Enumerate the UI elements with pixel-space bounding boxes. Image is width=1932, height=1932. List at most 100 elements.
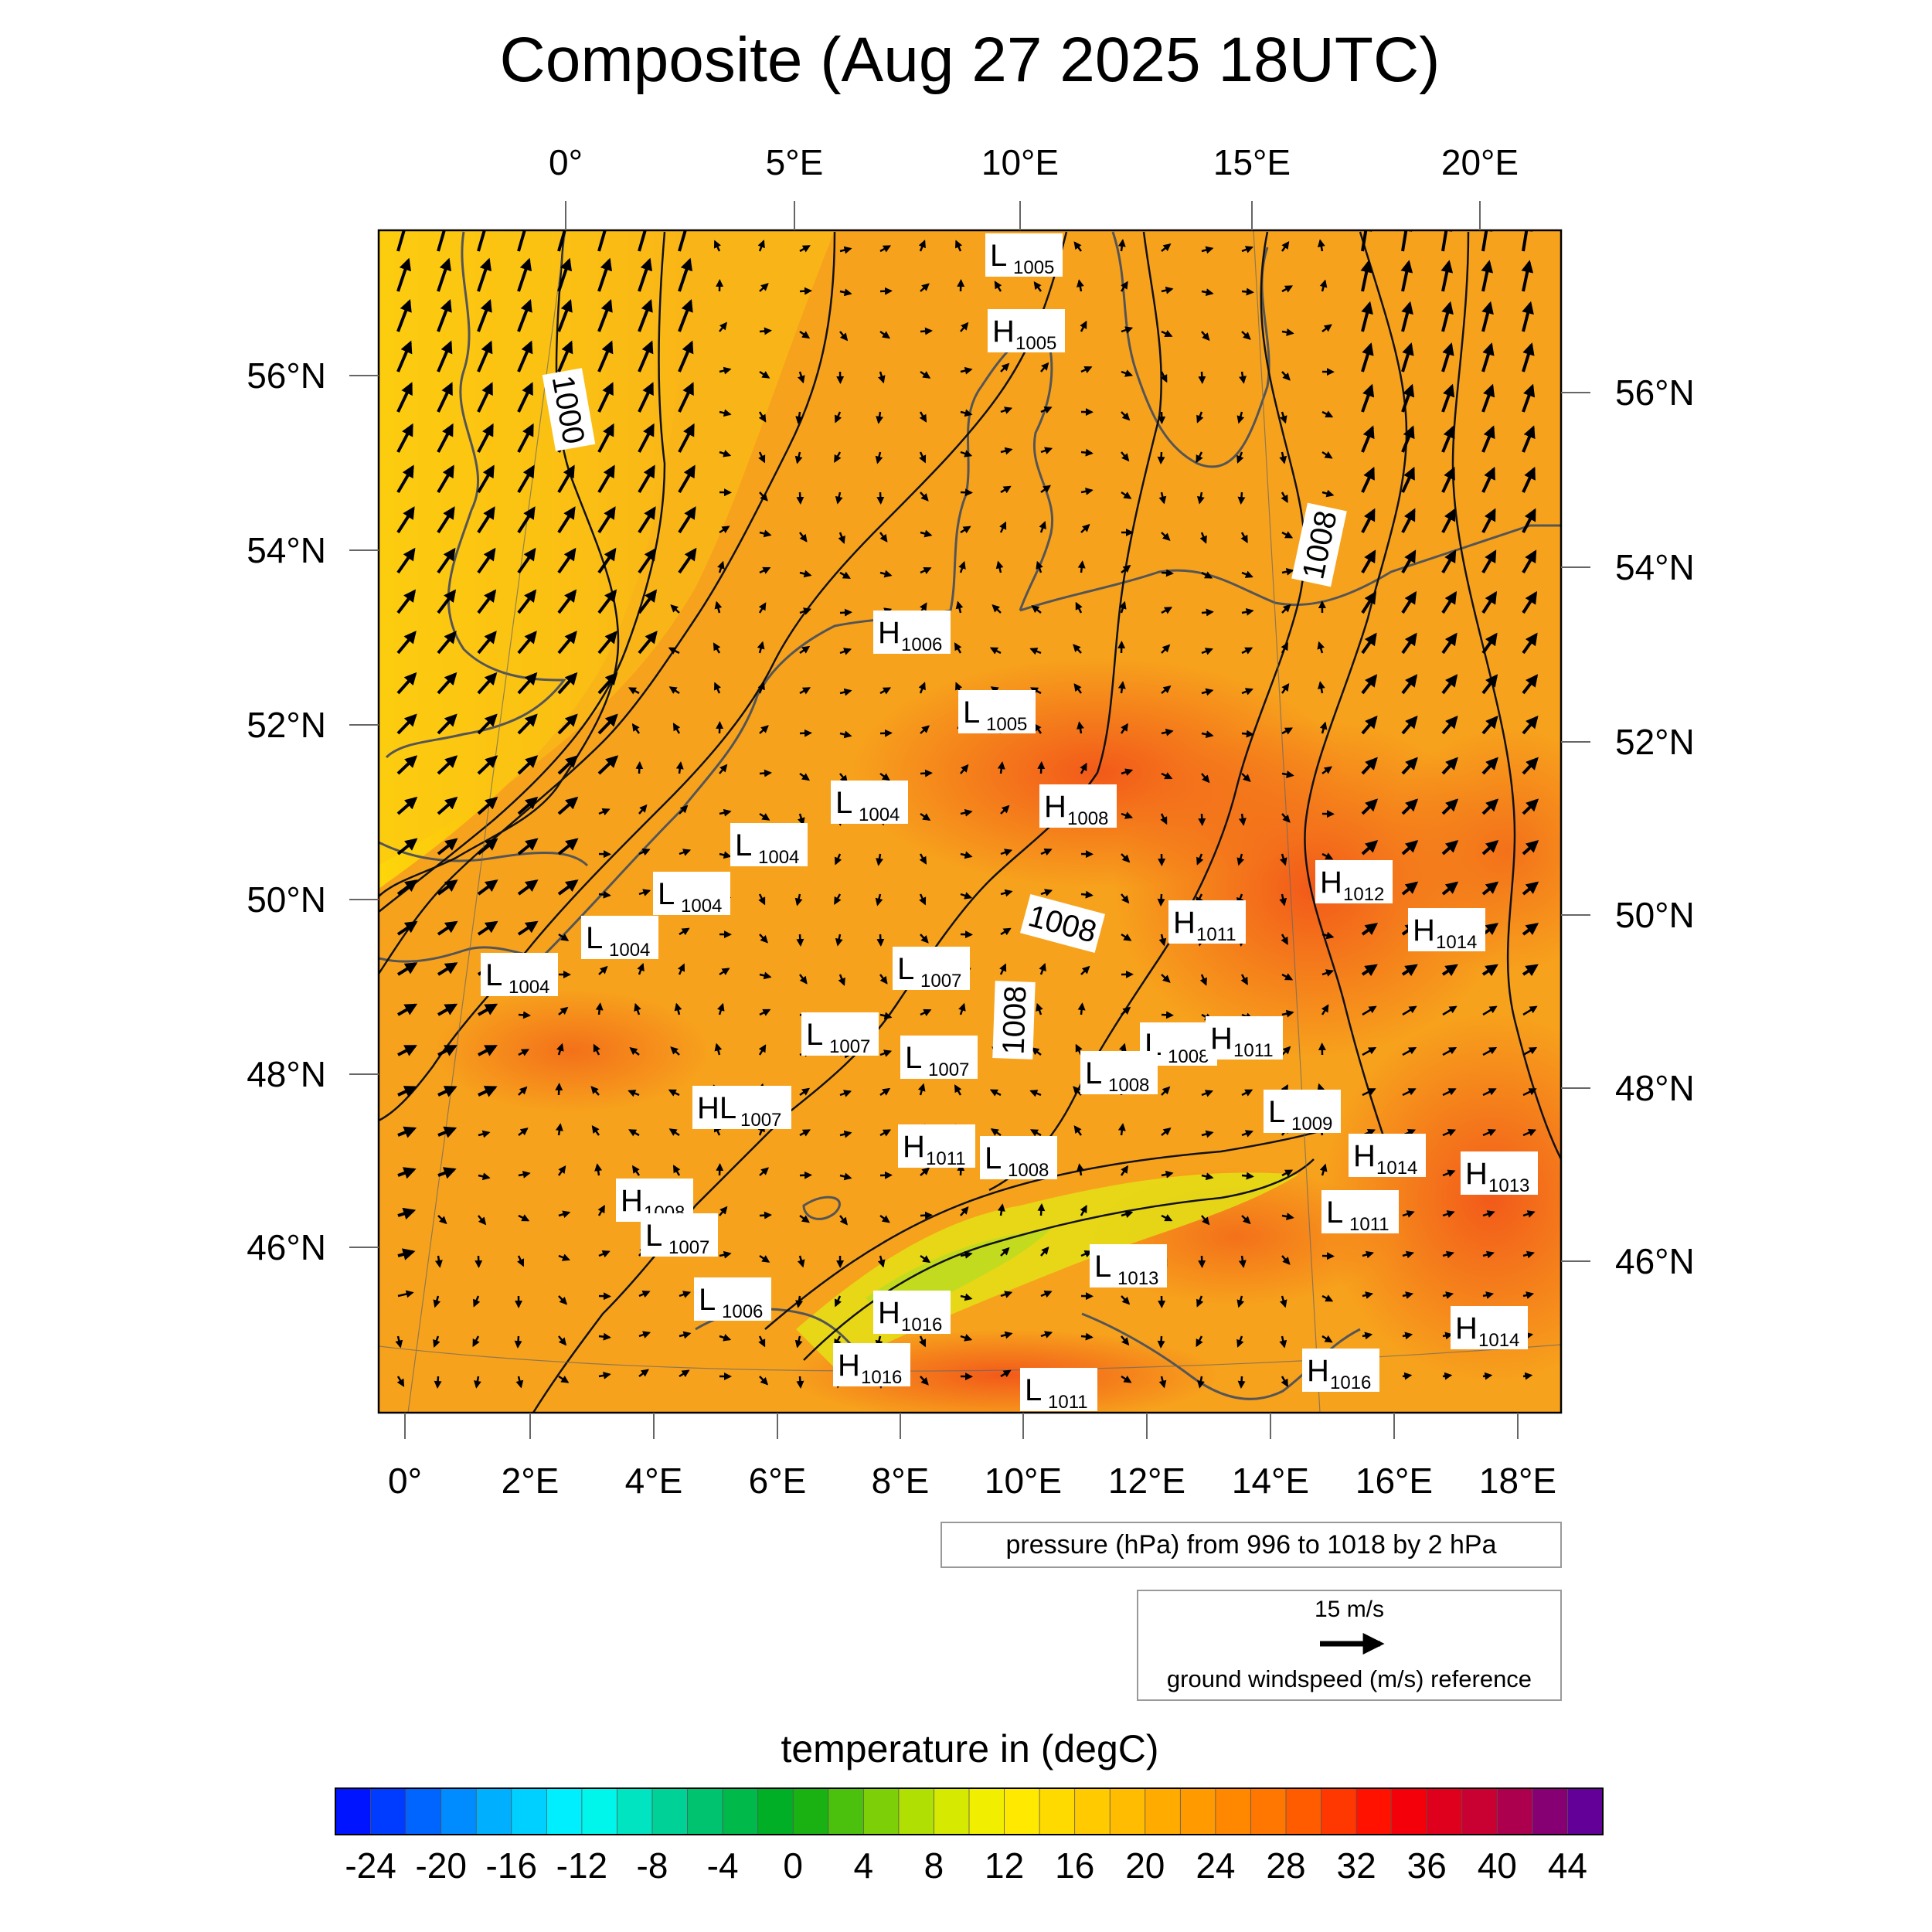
wind-arrow [638, 1369, 649, 1378]
wind-arrow [638, 889, 651, 896]
wind-arrow [1196, 1335, 1203, 1348]
wind-arrow [1401, 632, 1417, 655]
wind-arrow [1442, 1128, 1457, 1137]
wind-arrow [597, 631, 617, 655]
wind-arrow [396, 423, 413, 453]
wind-arrow [1036, 1002, 1043, 1015]
wind-arrow [799, 570, 812, 578]
wind-arrow [1361, 590, 1377, 614]
wind-arrow [679, 1331, 692, 1339]
wind-arrow [1117, 681, 1126, 694]
wind-arrow [1441, 342, 1454, 372]
wind-arrow [875, 451, 883, 464]
wind-arrow [920, 769, 933, 777]
pressure-center-value: 1009 [1291, 1114, 1332, 1134]
wind-arrow [1281, 371, 1291, 381]
wind-arrow [879, 1129, 892, 1137]
high-pressure-center: H 1011 [898, 1124, 975, 1169]
wind-arrow [557, 506, 576, 534]
wind-arrow [719, 1206, 728, 1216]
wind-vector-field [395, 230, 1539, 1389]
wind-arrow [397, 1167, 417, 1179]
wind-arrow [1161, 1086, 1171, 1096]
wind-arrow [1442, 1088, 1457, 1097]
wind-arrow [1401, 964, 1418, 977]
low-pressure-center: L 1009 [1264, 1090, 1341, 1134]
wind-arrow [518, 1086, 528, 1096]
pressure-center-letter: L [735, 828, 752, 862]
wind-arrow [1236, 853, 1245, 866]
pressure-center-letter: H [903, 1130, 925, 1164]
wind-arrow [1401, 549, 1417, 574]
wind-arrow [1117, 1123, 1126, 1136]
colorbar-cell [1426, 1787, 1463, 1835]
wind-arrow [719, 321, 728, 332]
wind-arrow [1360, 260, 1373, 292]
left-axis-label: 50°N [247, 879, 326, 920]
coastline-netherlands [539, 609, 951, 960]
wind-arrow [759, 769, 772, 777]
wind-arrow [397, 1207, 417, 1220]
wind-arrow [955, 600, 964, 614]
wind-arrow [1161, 644, 1171, 654]
wind-arrow [1441, 508, 1456, 533]
colorbar-tick-label: 20 [1125, 1845, 1165, 1886]
wind-arrow [397, 1003, 418, 1016]
wind-arrow [1281, 328, 1294, 336]
wind-arrow [437, 1044, 457, 1056]
colorbar: temperature in (degC) -24 -20 -16 -12 -8 -4 0 4… [335, 1727, 1604, 1886]
wind-arrow [558, 1006, 569, 1015]
wind-arrow [1241, 773, 1251, 782]
wind-arrow [593, 1043, 600, 1056]
isobar-1002 [379, 231, 666, 913]
wind-arrow [437, 713, 457, 735]
pressure-center-value: 1007 [829, 1036, 870, 1057]
wind-arrow [1400, 230, 1413, 252]
wind-arrow [994, 281, 1002, 292]
high-pressure-center: H 1014 [1451, 1306, 1528, 1351]
wind-arrow [672, 723, 681, 734]
wind-arrow [1197, 1376, 1205, 1389]
wind-arrow [1000, 1247, 1010, 1257]
wind-arrow [1077, 1163, 1084, 1176]
wind-arrow [397, 1044, 417, 1056]
wind-arrow [1201, 1090, 1213, 1097]
wind-arrow [1481, 757, 1498, 775]
isobar-label-text: 1008 [996, 985, 1032, 1055]
wind-arrow [1281, 531, 1294, 539]
wind-arrow [958, 1002, 966, 1015]
wind-arrow [1481, 383, 1495, 413]
wind-arrow [1236, 451, 1244, 464]
wind-arrow [1037, 1203, 1046, 1216]
pressure-center-value: 1006 [901, 634, 942, 655]
wind-arrow [477, 340, 493, 372]
wind-arrow [1080, 965, 1090, 975]
wind-arrow [960, 1293, 973, 1301]
map-frame [377, 229, 1563, 1414]
wind-arrow [1317, 641, 1325, 654]
wind-arrow [437, 755, 458, 775]
wind-arrow [1161, 607, 1173, 614]
low-pressure-center: L 1008 [980, 1136, 1057, 1181]
pressure-center-value: 1007 [668, 1237, 709, 1258]
colorbar-tick-labels: -24 -20 -16 -12 -8 -4 0 4 8 12 16 20 24 28 32 36 40 44 [345, 1845, 1587, 1886]
colorbar-tick-label: -16 [486, 1845, 537, 1886]
wind-arrow [1481, 590, 1498, 614]
wind-arrow [920, 934, 929, 944]
wind-arrow [838, 532, 845, 544]
wind-arrow [839, 648, 852, 655]
wind-arrow [1076, 279, 1084, 292]
wind-arrow [517, 340, 533, 372]
wind-arrow [1522, 964, 1539, 977]
wind-arrow [716, 1163, 724, 1176]
wind-arrow [1040, 1246, 1049, 1257]
top-axis-label: 0° [549, 142, 583, 182]
wind-arrow [1321, 1252, 1335, 1260]
low-pressure-center: HL 1007 [692, 1086, 791, 1131]
wind-arrow [758, 451, 766, 464]
wind-arrow [719, 968, 730, 976]
wind-arrow [597, 1205, 605, 1216]
wind-arrow [679, 849, 692, 856]
wind-arrow [918, 682, 926, 694]
wind-arrow [1120, 1165, 1129, 1176]
